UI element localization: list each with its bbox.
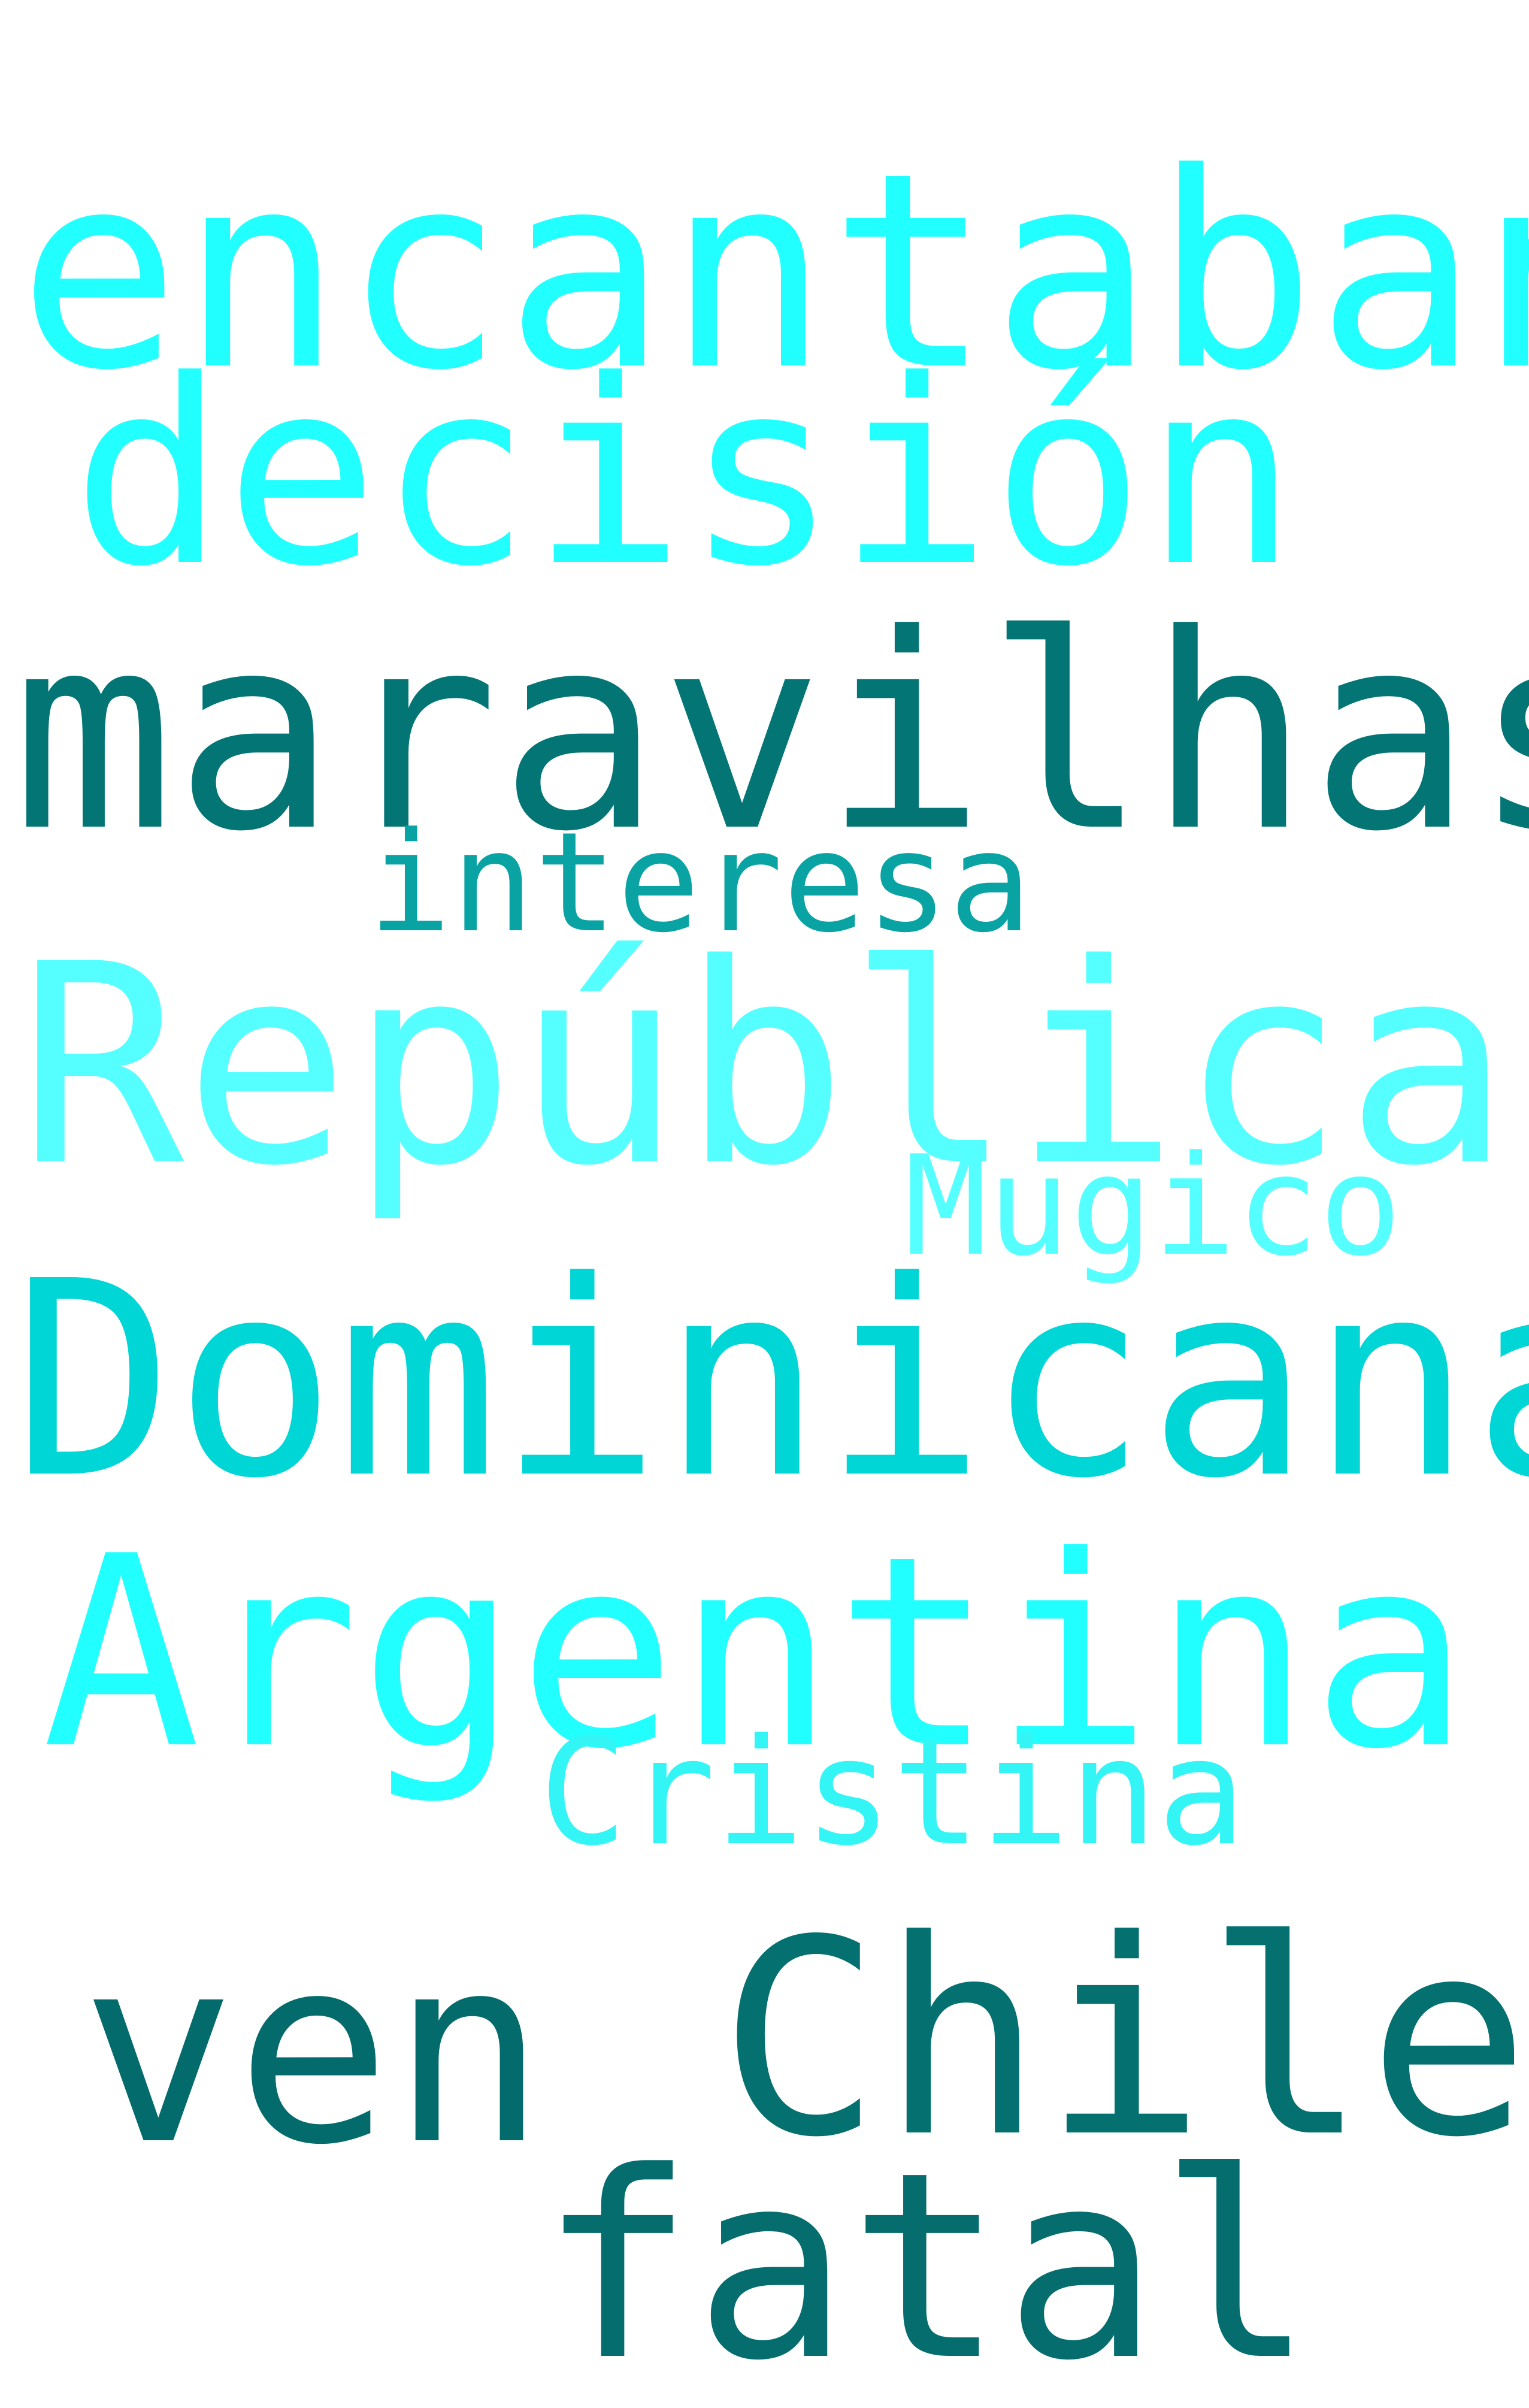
word-ven: ven — [81, 1902, 546, 2201]
word-republica: República — [18, 906, 1511, 1226]
word-decision: decisión — [72, 326, 1298, 622]
word-chile: Chile — [719, 1883, 1529, 2197]
word-interesa: interesa — [368, 803, 1032, 963]
word-dominicana: Dominicana — [12, 1224, 1529, 1538]
word-cristina: Cristina — [539, 1707, 1246, 1878]
word-mugico: Mugico — [904, 1127, 1402, 1287]
word-fatal: fatal — [539, 2117, 1315, 2408]
word-maravilhas: maravilhas — [12, 577, 1529, 891]
word-encantaban: encantaban — [18, 116, 1529, 429]
word-argentina: Argentina — [42, 1500, 1470, 1807]
